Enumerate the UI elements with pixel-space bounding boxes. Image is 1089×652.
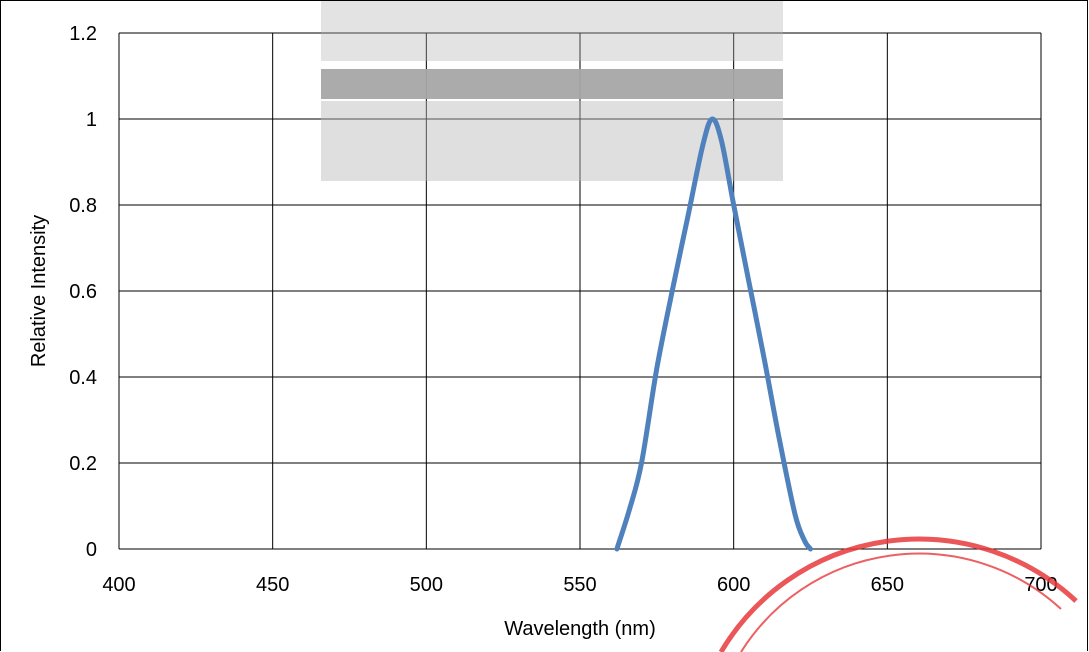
series-line-0 [614,116,813,552]
stamp-ring-inner [740,552,1062,652]
x-tick-label: 400 [102,574,135,596]
watermark-overlay [321,1,783,181]
x-tick-label: 450 [256,574,289,596]
company-seal-stamp [718,536,1078,652]
x-tick-label: 600 [717,574,750,596]
watermark-band-bottom [321,101,783,181]
x-tick-label: 500 [410,574,443,596]
y-axis-ticks: 0 0.2 0.4 0.6 0.8 1 1.2 [69,23,97,561]
y-tick-label: 0.6 [69,281,97,303]
y-tick-label: 0 [86,539,97,561]
x-tick-label: 650 [871,574,904,596]
y-tick-label: 0.8 [69,195,97,217]
series-layer [614,116,813,552]
stamp-ring-outer [718,536,1078,652]
y-tick-label: 1.2 [69,23,97,45]
x-axis-title: Wavelength (nm) [504,618,656,640]
y-tick-label: 0.4 [69,367,97,389]
x-tick-label: 550 [563,574,596,596]
watermark-band-top [321,1,783,61]
watermark-band-middle [321,69,783,99]
y-axis-title: Relative Intensity [28,215,50,367]
x-axis-ticks: 400 450 500 550 600 650 700 [102,574,1057,596]
y-tick-label: 1 [86,109,97,131]
y-tick-label: 0.2 [69,453,97,475]
grid-lines [118,32,1042,550]
